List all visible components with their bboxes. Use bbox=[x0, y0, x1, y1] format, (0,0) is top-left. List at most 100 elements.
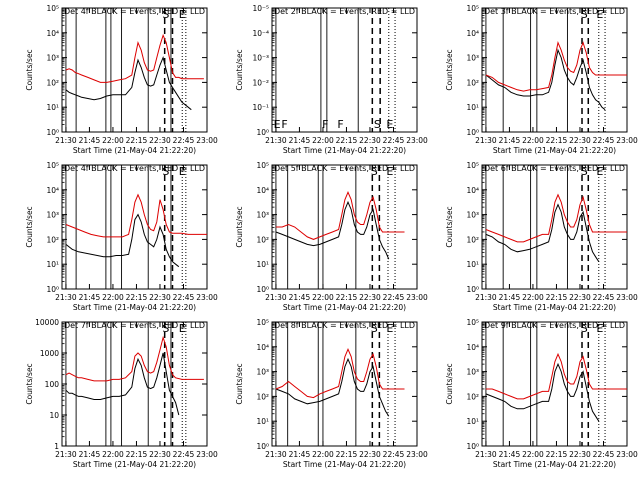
x-tick-label: 23:00 bbox=[616, 450, 638, 459]
y-tick-label: 10² bbox=[256, 392, 269, 401]
x-tick-label: 21:30 bbox=[55, 450, 77, 459]
panel-0: Det 4f BLACK = Events, RED = LLD Start T… bbox=[25, 4, 218, 155]
x-tick-label: 21:45 bbox=[499, 293, 521, 302]
y-tick-label: 10⁴ bbox=[46, 186, 59, 195]
y-tick-label: 10² bbox=[256, 235, 269, 244]
plot-frame bbox=[481, 7, 628, 133]
x-tick-label: 22:45 bbox=[593, 450, 615, 459]
x-tick-label: 23:00 bbox=[406, 136, 428, 145]
interval-letter: S bbox=[162, 322, 169, 335]
y-tick-label: 1 bbox=[54, 442, 59, 451]
y-tick-label: 10³ bbox=[46, 54, 59, 63]
x-tick-label: 21:30 bbox=[55, 136, 77, 145]
x-axis-label: Start Time (21-May-04 21:22:20) bbox=[73, 146, 196, 155]
plot-frame bbox=[481, 321, 628, 447]
y-tick-label: 10² bbox=[466, 235, 479, 244]
y-tick-label: 10⁰ bbox=[466, 442, 479, 451]
y-tick-label: 10⁴ bbox=[466, 343, 479, 352]
x-tick-label: 21:45 bbox=[79, 293, 101, 302]
interval-letter: E bbox=[179, 8, 186, 21]
x-tick-label: 22:15 bbox=[126, 136, 148, 145]
y-tick-label: 10⁵ bbox=[466, 318, 479, 327]
panel-title: Det 2f BLACK = Events, RED = LLD bbox=[274, 7, 415, 16]
lld-series-line bbox=[275, 191, 405, 240]
x-tick-label: 22:15 bbox=[336, 293, 358, 302]
x-axis-label: Start Time (21-May-04 21:22:20) bbox=[283, 146, 406, 155]
x-tick-label: 22:00 bbox=[312, 136, 334, 145]
y-tick-label: 10⁰ bbox=[256, 285, 269, 294]
interval-letter: E bbox=[386, 322, 393, 335]
y-tick-label: 10⁵ bbox=[256, 318, 269, 327]
y-tick-label: 10² bbox=[466, 78, 479, 87]
interval-letter: E bbox=[274, 118, 281, 131]
events-series-line bbox=[275, 357, 390, 417]
y-tick-label: 10⁵ bbox=[466, 4, 479, 13]
panel-title: Det 9f BLACK = Events, RED = LLD bbox=[484, 321, 625, 330]
panel-title: Det 7f BLACK = Events, RED = LLD bbox=[64, 321, 205, 330]
y-tick-label: 10⁰ bbox=[256, 442, 269, 451]
x-tick-label: 21:45 bbox=[289, 450, 311, 459]
x-tick-label: 23:00 bbox=[196, 293, 218, 302]
y-tick-label: 10⁰ bbox=[466, 128, 479, 137]
y-tick-label: 10¹ bbox=[466, 103, 479, 112]
y-tick-label: 10⁵ bbox=[46, 4, 59, 13]
y-axis-label: Counts/sec bbox=[25, 206, 34, 247]
interval-letter: E bbox=[386, 165, 393, 178]
x-tick-label: 22:00 bbox=[102, 450, 124, 459]
y-tick-label: 10000 bbox=[35, 318, 59, 327]
x-tick-label: 21:30 bbox=[475, 293, 497, 302]
x-axis-label: Start Time (21-May-04 21:22:20) bbox=[493, 146, 616, 155]
interval-letter: S bbox=[581, 8, 588, 21]
y-tick-label: 10⁰ bbox=[256, 128, 269, 137]
panel-title: Det 5f BLACK = Events, RED = LLD bbox=[274, 164, 415, 173]
x-tick-label: 22:45 bbox=[593, 136, 615, 145]
x-tick-label: 22:15 bbox=[546, 450, 568, 459]
x-axis-label: Start Time (21-May-04 21:22:20) bbox=[493, 303, 616, 312]
lld-series-line bbox=[275, 348, 405, 399]
plot-frame bbox=[61, 7, 208, 133]
x-tick-label: 21:30 bbox=[475, 450, 497, 459]
y-tick-label: 10² bbox=[466, 392, 479, 401]
x-tick-label: 22:15 bbox=[126, 450, 148, 459]
x-tick-label: 22:15 bbox=[336, 136, 358, 145]
y-tick-label: 10⁰ bbox=[46, 128, 59, 137]
x-tick-label: 22:00 bbox=[522, 136, 544, 145]
x-tick-label: 21:45 bbox=[289, 293, 311, 302]
x-tick-label: 22:00 bbox=[312, 293, 334, 302]
y-tick-label: 10 bbox=[49, 411, 59, 420]
panel-title: Det 4f BLACK = Events, RED = LLD bbox=[64, 164, 205, 173]
x-tick-label: 22:45 bbox=[383, 450, 405, 459]
y-axis-label: Counts/sec bbox=[235, 49, 244, 90]
x-axis-label: Start Time (21-May-04 21:22:20) bbox=[73, 303, 196, 312]
y-tick-label: 1000 bbox=[40, 349, 59, 358]
x-tick-label: 22:00 bbox=[102, 293, 124, 302]
y-tick-label: 10⁻⁴ bbox=[252, 29, 269, 38]
x-tick-label: 21:30 bbox=[265, 136, 287, 145]
events-series-line bbox=[485, 48, 606, 111]
y-tick-label: 10⁴ bbox=[46, 29, 59, 38]
y-tick-label: 10⁴ bbox=[256, 343, 269, 352]
y-tick-label: 10⁵ bbox=[256, 161, 269, 170]
y-tick-label: 10⁰ bbox=[46, 285, 59, 294]
x-tick-label: 21:30 bbox=[265, 293, 287, 302]
panel-title: Det 8f BLACK = Events, RED = LLD bbox=[274, 321, 415, 330]
panel-1: Det 2f BLACK = Events, RED = LLD Start T… bbox=[235, 4, 428, 155]
y-tick-label: 10⁻¹ bbox=[252, 103, 269, 112]
plot-frame bbox=[271, 321, 418, 447]
x-tick-label: 22:30 bbox=[359, 450, 381, 459]
interval-letter: E bbox=[596, 322, 603, 335]
interval-letter: E bbox=[179, 165, 186, 178]
y-tick-label: 10⁴ bbox=[466, 186, 479, 195]
y-tick-label: 10³ bbox=[466, 368, 479, 377]
x-tick-label: 22:00 bbox=[522, 293, 544, 302]
y-tick-label: 10⁻⁵ bbox=[252, 4, 269, 13]
interval-letter: S bbox=[162, 8, 169, 21]
x-tick-label: 21:30 bbox=[265, 450, 287, 459]
y-tick-label: 10² bbox=[46, 235, 59, 244]
y-tick-label: 10¹ bbox=[46, 103, 59, 112]
lld-series-line bbox=[65, 193, 207, 238]
x-tick-label: 23:00 bbox=[616, 136, 638, 145]
lld-series-line bbox=[485, 41, 627, 92]
y-axis-label: Counts/sec bbox=[445, 49, 454, 90]
y-tick-label: 10⁵ bbox=[466, 161, 479, 170]
